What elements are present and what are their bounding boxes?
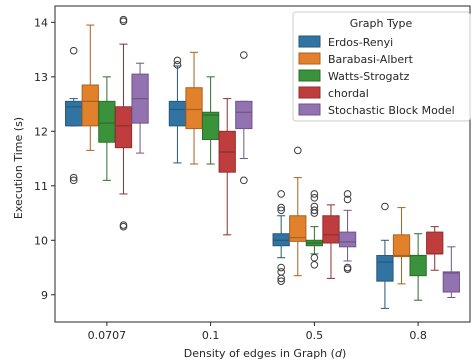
box-body: [201, 111, 220, 140]
box-chordal: [322, 204, 340, 279]
outlier-point: [277, 268, 285, 276]
outlier-point: [343, 195, 352, 204]
y-tick-label: 9: [41, 289, 48, 302]
y-tick-label: 12: [34, 125, 48, 138]
y-tick-label: 14: [34, 16, 48, 29]
legend-label: Stochastic Block Model: [328, 104, 455, 117]
plot-frame: [54, 5, 471, 323]
outlier-point: [277, 263, 285, 272]
box-stochastic-block-model: [442, 246, 460, 298]
outlier-point: [310, 206, 319, 215]
box-barabasi-albert: [81, 24, 99, 151]
outlier-point: [310, 202, 319, 211]
x-axis-label: Density of edges in Graph (d): [184, 347, 346, 360]
legend-swatch: [298, 69, 321, 82]
outlier-point: [310, 190, 319, 198]
outlier-point: [173, 56, 182, 65]
box-body: [442, 271, 460, 293]
legend-swatch: [298, 103, 321, 116]
box-stochastic-block-model: [338, 190, 357, 273]
outlier-point: [119, 222, 128, 231]
y-tick-label: 10: [34, 234, 48, 247]
legend-frame: [292, 11, 471, 122]
legend-label: Barabasi-Albert: [328, 53, 414, 66]
outlier-point: [277, 274, 285, 283]
box-watts-strogatz: [409, 233, 427, 301]
box-body: [235, 100, 253, 130]
outlier-point: [277, 277, 285, 285]
x-tick-label: 0.1: [202, 329, 220, 342]
box-body: [98, 100, 116, 143]
outlier-point: [277, 203, 285, 212]
box-erdos-renyi: [272, 190, 290, 285]
x-tick-label: 0.8: [409, 329, 427, 342]
box-body: [185, 87, 203, 130]
outlier-point: [277, 206, 285, 215]
x-tick-label: 0.5: [306, 329, 324, 342]
y-tick-label: 11: [34, 180, 48, 193]
box-barabasi-albert: [289, 146, 307, 277]
outlier-point: [343, 190, 352, 198]
box-body: [376, 255, 394, 282]
box-erdos-renyi: [168, 56, 187, 164]
box-chordal: [114, 15, 133, 231]
box-body: [322, 215, 340, 244]
outlier-point: [277, 190, 285, 198]
outlier-point: [310, 260, 319, 269]
box-body: [426, 231, 444, 255]
box-stochastic-block-model: [235, 51, 253, 185]
y-tick-label: 13: [34, 71, 48, 84]
outlier-point: [69, 46, 78, 55]
outlier-point: [293, 146, 302, 155]
outlier-point: [119, 17, 128, 26]
outlier-point: [381, 202, 389, 211]
box-erdos-renyi: [376, 202, 394, 309]
box-watts-strogatz: [98, 76, 116, 181]
box-body: [168, 100, 187, 127]
y-axis-label: Execution Time (s): [12, 117, 25, 219]
outlier-point: [173, 61, 182, 69]
box-body: [65, 100, 83, 127]
box-watts-strogatz: [201, 76, 220, 165]
outlier-point: [310, 193, 319, 202]
box-chordal: [426, 226, 444, 271]
box-body: [81, 84, 99, 127]
axes: 9 10 11 12 13 14 0.0707 0.1 0.5 0.8: [34, 5, 471, 342]
outlier-point: [310, 209, 319, 217]
box-barabasi-albert: [392, 207, 411, 285]
outlier-point: [343, 265, 352, 273]
legend-swatch: [298, 86, 321, 99]
legend-label: Erdos-Renyi: [328, 36, 393, 49]
box-body: [338, 231, 357, 248]
box-erdos-renyi: [65, 46, 83, 185]
legend: Graph Type Erdos-Renyi Barabasi-Albert Wat…: [292, 11, 471, 122]
legend-items: Erdos-Renyi Barabasi-Albert Watts-Strogatz…: [298, 35, 455, 117]
x-tick-label: 0.0707: [88, 329, 127, 342]
legend-swatch: [298, 52, 321, 65]
outlier-point: [310, 253, 319, 262]
outlier-point: [240, 176, 248, 185]
legend-label: chordal: [328, 87, 369, 100]
box-chordal: [218, 98, 236, 236]
outlier-point: [69, 176, 78, 185]
legend-title: Graph Type: [350, 17, 413, 30]
box-barabasi-albert: [185, 51, 203, 165]
legend-swatch: [298, 35, 321, 48]
box-groups: [65, 15, 460, 309]
box-body: [289, 215, 307, 242]
box-body: [392, 234, 411, 258]
box-body: [114, 106, 133, 149]
box-stochastic-block-model: [131, 62, 149, 154]
outlier-point: [69, 173, 78, 182]
legend-label: Watts-Strogatz: [328, 70, 410, 83]
box-watts-strogatz: [305, 190, 324, 269]
box-body: [409, 255, 427, 277]
outlier-point: [240, 51, 248, 59]
